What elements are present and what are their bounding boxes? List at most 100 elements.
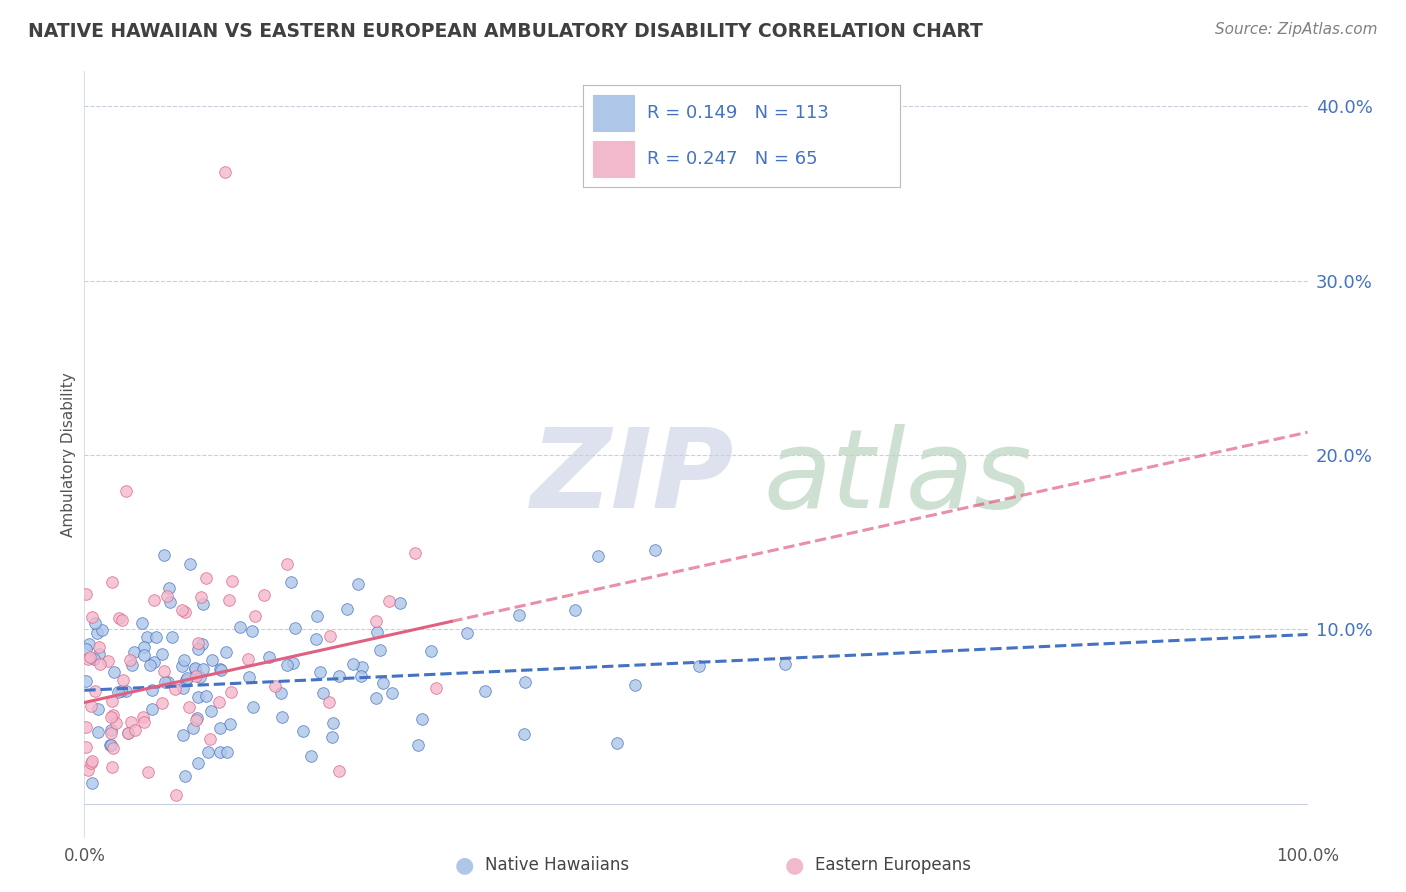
- Point: [155, 674, 177, 689]
- Point: [688, 658, 710, 673]
- Point: [170, 603, 193, 617]
- Point: [515, 674, 537, 689]
- Point: [184, 661, 207, 675]
- Point: [177, 700, 200, 714]
- Point: [350, 669, 373, 683]
- Point: [122, 645, 145, 659]
- Point: [117, 726, 139, 740]
- Point: [404, 546, 426, 560]
- Point: [208, 695, 231, 709]
- Point: [101, 694, 124, 708]
- Point: [219, 684, 242, 698]
- Point: [368, 643, 391, 657]
- Point: [191, 662, 214, 676]
- Point: [291, 724, 314, 739]
- Text: R = 0.149   N = 113: R = 0.149 N = 113: [647, 104, 828, 122]
- Point: [201, 653, 224, 667]
- Point: [172, 728, 194, 742]
- Point: [299, 749, 322, 764]
- Point: [214, 165, 236, 179]
- Point: [321, 731, 343, 745]
- Point: [100, 710, 122, 724]
- Point: [198, 731, 221, 746]
- Point: [75, 586, 97, 600]
- Point: [270, 709, 292, 723]
- Point: [318, 694, 340, 708]
- Point: [243, 608, 266, 623]
- Text: ●: ●: [454, 855, 474, 875]
- Point: [176, 671, 198, 685]
- Point: [107, 685, 129, 699]
- Point: [143, 593, 166, 607]
- Point: [173, 652, 195, 666]
- Point: [190, 636, 212, 650]
- Point: [179, 558, 201, 572]
- Point: [352, 660, 374, 674]
- Point: [238, 670, 260, 684]
- Point: [371, 676, 394, 690]
- Point: [284, 621, 307, 635]
- Point: [100, 738, 122, 752]
- Bar: [593, 95, 634, 131]
- Point: [139, 658, 162, 673]
- Text: NATIVE HAWAIIAN VS EASTERN EUROPEAN AMBULATORY DISABILITY CORRELATION CHART: NATIVE HAWAIIAN VS EASTERN EUROPEAN AMBU…: [28, 22, 983, 41]
- Point: [87, 640, 110, 654]
- Point: [80, 755, 103, 769]
- Point: [252, 588, 274, 602]
- Point: [197, 745, 219, 759]
- Point: [190, 590, 212, 604]
- Point: [120, 715, 142, 730]
- Point: [110, 683, 132, 698]
- Point: [86, 702, 108, 716]
- Point: [378, 594, 401, 608]
- Point: [159, 595, 181, 609]
- Point: [111, 613, 134, 627]
- Point: [141, 702, 163, 716]
- Point: [162, 630, 184, 644]
- Point: [187, 690, 209, 704]
- Point: [135, 630, 157, 644]
- Point: [276, 558, 298, 572]
- Point: [75, 720, 97, 734]
- Point: [342, 657, 364, 671]
- Point: [80, 776, 103, 790]
- Y-axis label: Ambulatory Disability: Ambulatory Disability: [60, 373, 76, 537]
- Point: [242, 624, 264, 639]
- Point: [328, 669, 350, 683]
- Point: [132, 640, 155, 654]
- Point: [195, 571, 218, 585]
- Point: [217, 745, 239, 759]
- Point: [157, 582, 180, 596]
- Point: [195, 689, 218, 703]
- Point: [153, 549, 176, 563]
- Point: [215, 645, 238, 659]
- Point: [347, 576, 370, 591]
- Point: [184, 713, 207, 727]
- Point: [80, 756, 103, 770]
- Point: [474, 684, 496, 698]
- Point: [91, 624, 114, 638]
- Point: [364, 614, 387, 628]
- Point: [76, 651, 98, 665]
- Point: [238, 651, 260, 665]
- Point: [79, 650, 101, 665]
- Point: [183, 722, 205, 736]
- Point: [80, 698, 103, 713]
- Text: R = 0.247   N = 65: R = 0.247 N = 65: [647, 150, 817, 168]
- Point: [153, 664, 176, 678]
- Point: [644, 542, 666, 557]
- Text: ●: ●: [785, 855, 804, 875]
- Point: [142, 655, 165, 669]
- Point: [366, 690, 388, 705]
- Point: [108, 611, 131, 625]
- Point: [80, 610, 103, 624]
- Point: [257, 650, 280, 665]
- Point: [606, 736, 628, 750]
- Point: [209, 662, 232, 676]
- Point: [115, 483, 138, 498]
- Point: [124, 723, 146, 737]
- Point: [456, 626, 478, 640]
- Point: [83, 684, 105, 698]
- Point: [322, 716, 344, 731]
- Point: [75, 739, 97, 754]
